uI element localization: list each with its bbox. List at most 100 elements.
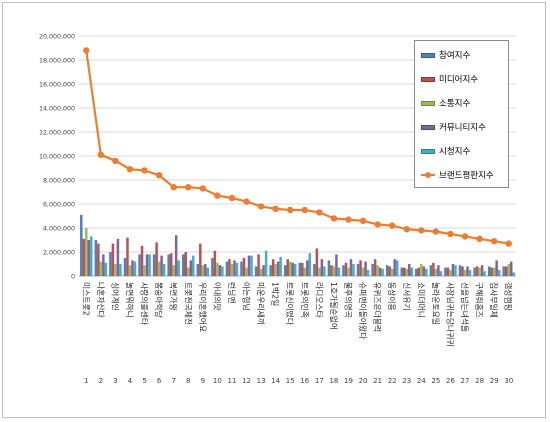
bar-2	[228, 259, 231, 276]
bar-1	[502, 266, 505, 276]
bar-4	[116, 238, 120, 276]
bar-2	[490, 267, 493, 276]
rank-label: 21	[373, 377, 382, 385]
category-label: 트롯신이떴다	[285, 282, 295, 325]
bar-4	[160, 255, 163, 276]
bar-1	[400, 267, 403, 276]
bar-1	[327, 260, 331, 276]
bar-1	[473, 267, 476, 276]
bar-5	[381, 268, 384, 276]
rank-label: 7	[171, 377, 175, 385]
bar-2	[82, 238, 86, 276]
bar-4	[247, 255, 251, 276]
bar-4	[262, 265, 265, 276]
rank-label: 11	[227, 377, 236, 385]
bar-1	[138, 254, 141, 276]
legend-swatch-communication	[421, 100, 435, 106]
bar-5	[235, 262, 239, 276]
line-point	[112, 157, 119, 164]
bar-5	[133, 261, 137, 276]
category-label: 선을넘는녀석들	[460, 282, 470, 332]
bar-3	[318, 267, 321, 276]
category-label: 슈퍼맨이돌아왔다	[358, 282, 368, 339]
bar-2	[388, 266, 391, 276]
bar-4	[495, 260, 498, 276]
bar-2	[169, 253, 173, 276]
bar-5	[483, 271, 486, 276]
category-label: 트롯전국체전	[183, 282, 193, 325]
bar-5	[177, 260, 180, 276]
line-point	[126, 166, 134, 173]
bar-1	[269, 265, 272, 276]
bar-3	[230, 264, 234, 276]
bar-5	[119, 264, 122, 276]
bar-1	[182, 254, 185, 276]
line-point	[403, 226, 410, 233]
rank-label: 19	[344, 377, 353, 385]
bar-3	[216, 262, 219, 276]
rank-label: 13	[257, 377, 266, 385]
category-label: 1박2일	[271, 282, 281, 306]
rank-label: 17	[315, 377, 324, 385]
legend-label-brand-reputation: 브랜드평판지수	[439, 171, 494, 181]
bar-5	[264, 250, 268, 276]
legend-swatch-media	[421, 76, 435, 82]
legend-label-media: 미디어지수	[439, 75, 479, 85]
bar-3	[157, 261, 161, 276]
rank-label: 4	[128, 377, 133, 385]
legend-item-participation: 참여지수	[421, 48, 470, 62]
rank-label: 14	[271, 377, 280, 385]
bar-2	[140, 246, 144, 276]
bar-5	[410, 267, 413, 276]
legend-swatch-community	[421, 124, 435, 130]
bar-3	[259, 268, 263, 276]
bar-1	[313, 264, 316, 276]
category-label: 불후의명곡	[343, 282, 353, 318]
bar-3	[347, 267, 350, 276]
bar-5	[454, 265, 457, 276]
bar-1	[385, 265, 389, 276]
bar-4	[87, 240, 91, 276]
rank-label: 8	[186, 377, 190, 385]
bar-3	[187, 267, 190, 276]
bar-4	[233, 260, 236, 276]
bar-1	[94, 240, 98, 276]
bar-1	[254, 266, 258, 276]
bar-4	[509, 261, 513, 276]
bar-1	[109, 252, 112, 276]
legend-item-media: 미디어지수	[421, 72, 478, 86]
legend-item-viewing: 시청지수	[421, 144, 470, 158]
bar-3	[434, 268, 438, 276]
category-label: 라디오스타	[314, 282, 323, 318]
line-point	[461, 233, 469, 240]
line-point	[301, 206, 308, 214]
bar-2	[286, 259, 289, 276]
line-point	[257, 203, 265, 210]
rank-label: 9	[201, 377, 205, 385]
bar-2	[126, 237, 129, 276]
bar-5	[439, 271, 443, 276]
bar-1	[356, 264, 360, 276]
rank-label: 16	[300, 377, 309, 385]
line-point	[185, 184, 192, 191]
bar-4	[145, 254, 149, 276]
bar-5	[352, 264, 355, 276]
bar-3	[128, 265, 132, 276]
bar-3	[478, 267, 481, 276]
line-point	[505, 240, 512, 247]
bar-4	[422, 266, 426, 276]
bar-3	[390, 268, 394, 276]
bar-1	[225, 261, 229, 276]
category-label: 구해줘홈즈	[475, 282, 485, 318]
bar-2	[504, 266, 508, 276]
rank-label: 30	[504, 377, 513, 385]
category-label: 런닝맨	[227, 282, 237, 304]
bar-1	[167, 254, 170, 276]
rank-label: 28	[475, 377, 484, 385]
bar-4	[204, 264, 207, 276]
legend-line-marker	[421, 171, 435, 179]
legend-label-participation: 참여지수	[439, 51, 471, 61]
rank-label: 25	[431, 377, 440, 385]
legend: 참여지수 미디어지수 소통지수 커뮤니티지수 시청지수 브랜드평판지수	[414, 40, 509, 188]
y-tick-label: 18,000,000	[39, 58, 75, 65]
